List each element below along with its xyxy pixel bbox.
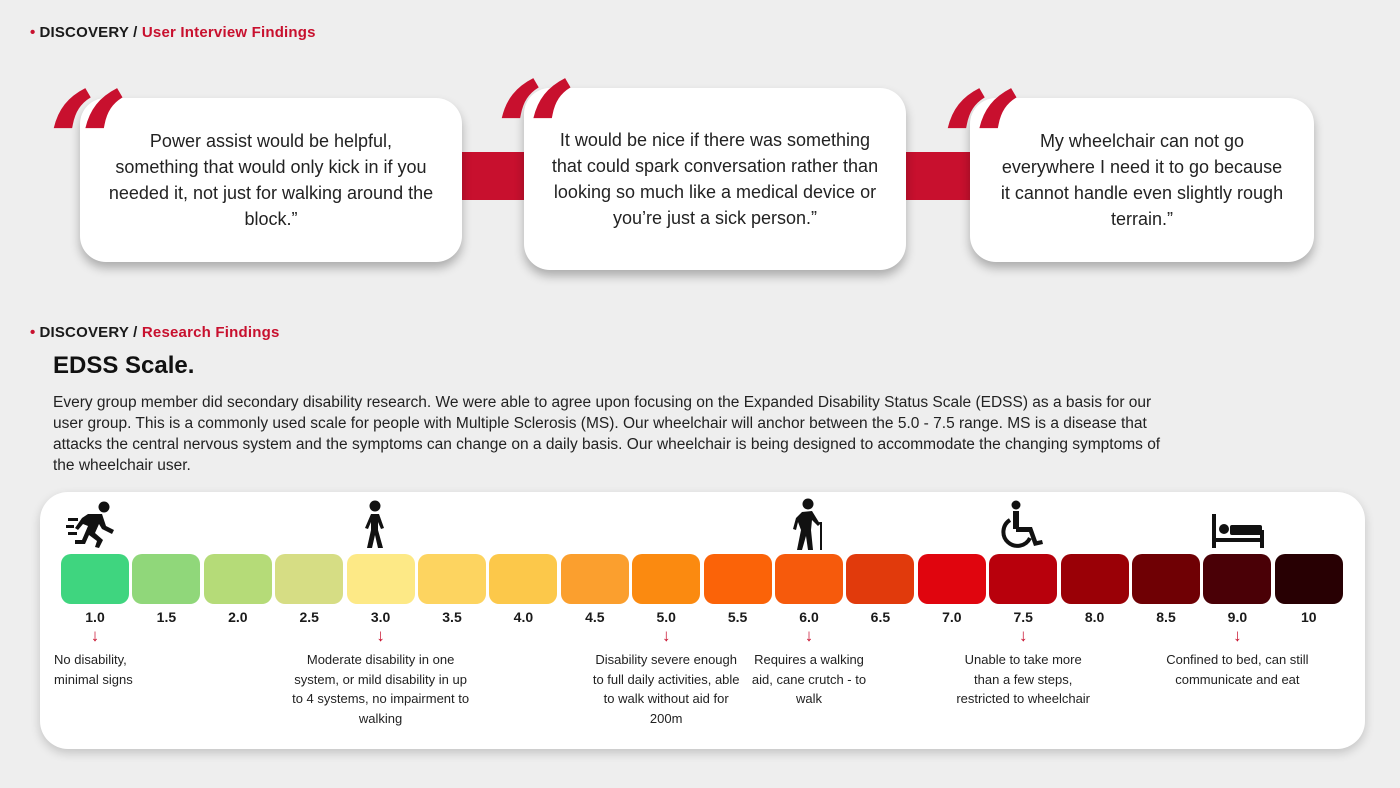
scale-tick-label: 7.5 <box>1013 609 1033 625</box>
scale-tick-label: 7.0 <box>942 609 962 625</box>
scale-tick-label: 5.5 <box>727 609 748 625</box>
quote-text: Power assist would be helpful, something… <box>108 131 434 229</box>
scale-swatch <box>917 554 986 604</box>
scale-swatch <box>418 554 486 604</box>
quote-mark-icon: “ <box>48 62 129 226</box>
scale-description: Moderate disability in one system, or mi… <box>292 652 470 726</box>
scale-arrow-icon: ↓ <box>661 626 671 645</box>
scale-description: Disability severe enough to full daily a… <box>592 652 740 726</box>
running-person-icon <box>66 501 114 548</box>
scale-description: No disability, minimal signs <box>54 652 133 687</box>
quote-text: It would be nice if there was something … <box>551 130 879 228</box>
scale-swatch <box>1060 554 1129 604</box>
quote-text: My wheelchair can not go everywhere I ne… <box>1000 131 1284 229</box>
scale-tick-label: 6.0 <box>799 609 819 625</box>
scale-description: Requires a walking aid, cane crutch - to… <box>751 652 867 706</box>
scale-tick-label: 8.5 <box>1156 609 1176 625</box>
scale-swatch <box>560 554 629 604</box>
scale-description: Confined to bed, can still communicate a… <box>1166 652 1309 687</box>
scale-description: Unable to take more than a few steps, re… <box>956 652 1091 706</box>
quote-card-2: It would be nice if there was something … <box>524 88 906 270</box>
scale-tick-label: 9.0 <box>1227 609 1248 625</box>
scale-tick-label: 4.5 <box>585 609 605 625</box>
scale-tick-label: 2.0 <box>228 609 248 625</box>
page-title: EDSS Scale. <box>53 352 195 379</box>
scale-tick-label: 3.0 <box>370 609 391 625</box>
scale-tick-label: 5.0 <box>656 609 676 625</box>
section-sublabel: Research Findings <box>141 324 280 341</box>
scale-swatch <box>1203 554 1272 604</box>
scale-swatch <box>346 554 415 604</box>
quote-mark-icon: “ <box>496 52 577 216</box>
quote-card-1: Power assist would be helpful, something… <box>80 98 462 262</box>
cane-person-icon <box>793 498 822 550</box>
scale-tick-label: 1.5 <box>156 609 177 625</box>
bullet: • <box>30 24 36 41</box>
scale-tick-label: 4.0 <box>513 609 534 625</box>
quote-card-3: My wheelchair can not go everywhere I ne… <box>970 98 1314 262</box>
scale-swatch <box>61 554 129 604</box>
section-header-research: • DISCOVERY / Research Findings <box>30 324 280 341</box>
edss-description: Every group member did secondary disabil… <box>53 394 1161 474</box>
scale-swatch <box>846 554 915 604</box>
edss-scale-card <box>40 492 1365 749</box>
scale-tick-label: 10 <box>1301 609 1317 625</box>
quote-mark-icon: “ <box>942 62 1023 226</box>
scale-tick-label: 2.5 <box>299 609 319 625</box>
scale-swatch <box>1132 554 1200 604</box>
section-header-user-interview: • DISCOVERY / User Interview Findings <box>30 24 316 41</box>
bed-icon <box>1212 514 1264 548</box>
scale-swatch <box>703 554 772 604</box>
scale-arrow-icon: ↓ <box>1233 626 1242 645</box>
scale-swatch <box>489 554 558 604</box>
section-label: DISCOVERY / <box>39 24 138 41</box>
scale-swatch <box>1274 554 1343 604</box>
scale-swatch <box>989 554 1058 604</box>
wheelchair-icon <box>1001 500 1043 548</box>
section-label: DISCOVERY / <box>39 324 138 341</box>
scale-arrow-icon: ↓ <box>376 626 385 645</box>
bullet: • <box>30 324 36 341</box>
scale-swatch <box>132 554 201 604</box>
scale-tick-label: 3.5 <box>442 609 462 625</box>
scale-swatch <box>275 554 344 604</box>
scale-swatch <box>775 554 843 604</box>
scale-arrow-icon: ↓ <box>1018 626 1028 645</box>
scale-tick-label: 6.5 <box>870 609 891 625</box>
scale-swatch <box>632 554 701 604</box>
scale-swatch <box>203 554 272 604</box>
walking-person-icon <box>365 500 384 548</box>
section-sublabel: User Interview Findings <box>141 24 316 41</box>
scale-tick-label: 1.0 <box>85 609 105 625</box>
scale-arrow-icon: ↓ <box>90 626 100 645</box>
scale-arrow-icon: ↓ <box>804 626 814 645</box>
scale-tick-label: 8.0 <box>1084 609 1105 625</box>
